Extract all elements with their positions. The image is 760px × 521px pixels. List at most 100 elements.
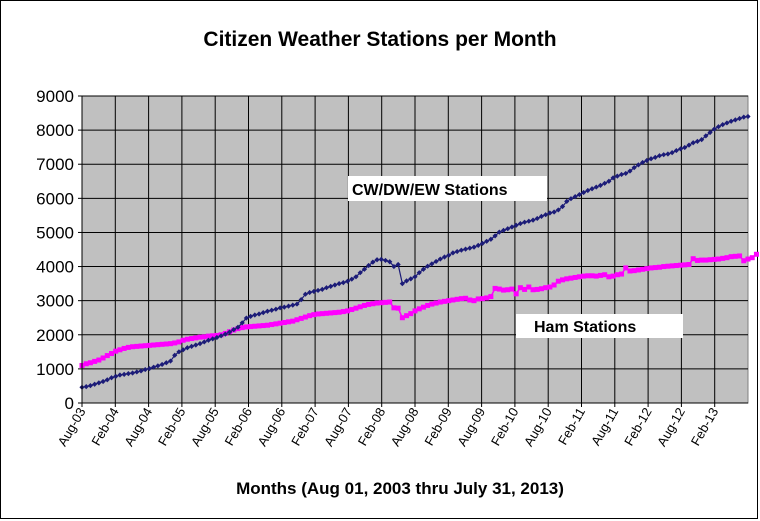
data-point-ham [340,309,346,315]
data-point-cw [226,329,233,335]
data-point-cw [269,307,275,313]
data-point-cw [496,229,502,235]
data-point-cw [589,186,595,192]
data-point-cw [724,120,730,126]
data-point-ham [286,319,292,325]
data-point-ham [597,272,603,278]
data-point-cw [387,259,393,265]
data-point-ham [475,296,481,302]
data-point-ham [345,308,351,314]
data-point-cw [694,138,701,144]
series-layer [79,113,759,390]
x-tick-label: Aug-03 [55,405,89,449]
data-point-ham [517,285,523,291]
data-point-cw [597,182,604,188]
data-point-cw [167,358,174,364]
data-point-ham [530,287,536,293]
data-point-cw [441,254,448,260]
data-point-cw [425,263,431,269]
data-point-ham [404,313,410,319]
data-point-cw [307,289,313,296]
data-point-ham [290,318,296,324]
data-point-cw [673,147,679,154]
data-point-cw [610,175,616,181]
data-point-ham [163,341,169,347]
data-point-cw [661,152,667,158]
data-point-ham [121,345,127,351]
data-point-cw [121,371,127,377]
data-point-cw [521,219,528,225]
annotation-ham: Ham Stations [516,314,683,338]
data-point-cw [235,324,241,330]
x-tick-label: Feb-12 [621,405,655,448]
data-point-ham [446,298,452,304]
data-point-ham [197,334,203,340]
data-point-cw [243,315,249,321]
data-point-ham [243,324,249,330]
data-point-ham [694,257,700,263]
data-point-ham [711,256,717,262]
data-point-ham [294,317,300,323]
data-point-ham [382,299,388,305]
data-point-ham [720,255,726,261]
data-point-ham [484,295,490,301]
data-point-ham [602,272,608,278]
y-axis-ticks: 0 1000 2000 3000 4000 5000 6000 7000 8000 9000 [36,87,82,413]
data-point-ham [205,333,211,339]
data-point-ham [298,315,304,321]
data-point-ham [593,273,599,279]
data-point-cw [741,114,747,120]
data-point-ham [277,320,283,326]
data-point-ham [576,274,582,280]
data-point-ham [458,296,464,302]
data-point-ham [332,310,338,316]
data-point-ham [92,358,98,364]
data-point-ham [547,284,553,290]
data-point-ham [361,302,367,308]
data-point-ham [707,257,713,263]
data-point-ham [555,278,561,284]
data-point-cw [665,151,671,157]
data-point-ham [543,285,549,291]
data-point-ham [627,268,633,274]
x-tick-label: Feb-05 [155,405,189,448]
data-point-cw [715,124,722,130]
data-point-cw [332,282,338,288]
data-point-ham [644,266,650,272]
data-point-cw [564,198,570,204]
x-tick-label: Aug-07 [321,405,355,449]
data-point-ham [281,320,287,325]
data-point-cw [108,375,115,381]
data-point-ham [568,275,574,281]
data-point-ham [501,287,507,293]
data-point-cw [551,209,557,215]
data-point-cw [391,263,397,270]
data-point-cw [412,274,418,280]
data-point-cw [403,278,410,284]
data-point-ham [87,360,93,366]
data-point-ham [496,286,502,292]
data-point-ham [146,342,152,348]
x-axis-label: Months (Aug 01, 2003 thru July 31, 2013) [236,479,564,498]
x-tick-label: Aug-08 [388,405,422,449]
data-point-ham [210,333,216,339]
data-point-cw [543,212,549,218]
data-point-ham [732,253,738,259]
data-point-ham [420,304,426,310]
data-point-cw [458,247,464,253]
data-point-cw [509,224,515,230]
data-point-cw [357,270,363,276]
data-point-cw [635,162,642,168]
data-point-cw [374,257,380,263]
data-point-cw [264,308,271,314]
data-point-ham [130,344,136,350]
data-point-cw [644,157,650,164]
x-tick-label: Aug-09 [454,405,488,449]
data-point-cw [652,154,658,160]
data-point-cw [699,137,705,143]
data-point-cw [218,333,224,339]
data-point-ham [463,295,469,301]
data-point-cw [526,218,532,224]
data-point-ham [450,297,456,303]
